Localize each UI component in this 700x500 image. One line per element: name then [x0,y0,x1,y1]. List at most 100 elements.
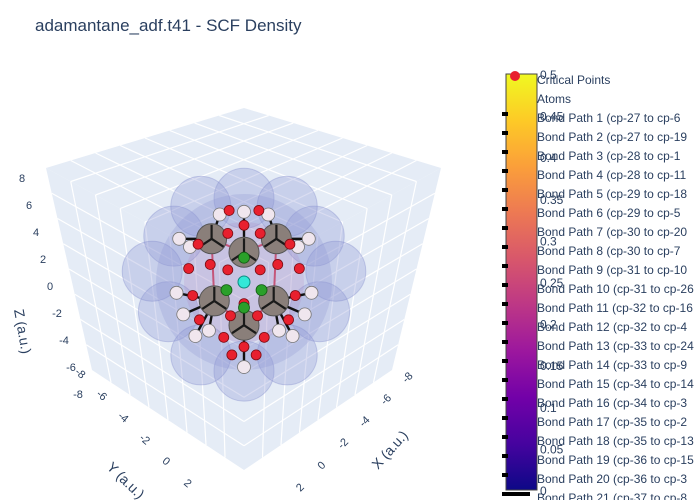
legend-item-label[interactable]: Bond Path 12 (cp-32 to cp-4 [537,320,687,334]
colorbar-ticks: 0.5 0.45 0.4 0.35 0.3 0.25 0.2 0.15 0.1 0.05 0 [540,68,564,498]
legend-marker-bond-path [502,245,508,249]
bond-critical-point [226,349,238,361]
bond-critical-point [192,238,204,250]
legend-item-label[interactable]: Bond Path 4 (cp-28 to cp-11 [537,168,687,182]
bond-critical-point [272,259,284,270]
legend-item-label[interactable]: Bond Path 1 (cp-27 to cp-6 [537,111,681,125]
carbon-bond-stub [231,324,245,335]
legend-item-label[interactable]: Bond Path 11 (cp-32 to cp-16 [537,301,693,315]
legend-item-label[interactable]: Bond Path 15 (cp-34 to cp-14 [537,377,694,391]
hydrogen-atom [188,329,203,343]
ring-critical-point [255,284,268,297]
legend-item-label[interactable]: Bond Path 6 (cp-29 to cp-5 [537,206,681,220]
bond-critical-point [289,290,301,301]
hydrogen-atom [172,231,187,246]
bond-critical-point [238,219,250,231]
z-tick-label: -6 [66,362,76,374]
left-grid-line [85,344,245,447]
floor-grid-line [95,122,294,196]
legend-item-label[interactable]: Bond Path 16 (cp-34 to cp-3 [537,396,687,410]
chart-title: adamantane_adf.t41 - SCF Density [35,16,302,35]
legend-item-label[interactable]: Atoms [537,92,571,106]
hydrogen-atom [304,285,319,300]
colorbar-tick-label: 0.45 [540,110,564,124]
left-grid-line [68,268,245,374]
legend-item-label[interactable]: Bond Path 3 (cp-28 to cp-1 [537,149,681,163]
colorbar-gradient [505,73,538,491]
right-wall-panel [244,168,441,470]
legend-marker-bond-path [502,283,508,287]
ring-critical-point [220,284,233,297]
isosurface-lobe [289,281,351,343]
isosurface-lobe [137,281,199,343]
isosurface-lobe [305,240,367,302]
legend-item-label[interactable]: Bond Path 21 (cp-37 to cp-8 [537,491,687,500]
legend-marker-bond-path [502,131,508,135]
legend-item-label[interactable]: Bond Path 13 (cp-33 to cp-24 [537,339,694,353]
legend-item-label[interactable]: Bond Path 5 (cp-29 to cp-18 [537,187,687,201]
legend-marker-bond-path [502,378,508,382]
bond-critical-point [225,310,236,322]
legend-marker-critical-points [510,71,520,81]
z-tick-label: 4 [33,227,39,239]
legend[interactable]: Critical Points Atoms Bond Path 1 (cp-27 t… [502,71,694,500]
floor-grid-line [144,137,343,223]
legend-item-label[interactable]: Bond Path 19 (cp-36 to cp-15 [537,453,694,467]
colorbar-tick-label: 0.3 [540,234,557,248]
bond-critical-point [252,310,263,322]
legend-item-label[interactable]: Bond Path 9 (cp-31 to cp-10 [537,263,687,277]
right-grid-line [243,318,405,423]
right-grid-line [243,344,399,447]
legend-marker-bond-path [502,397,508,401]
left-grid-line [51,192,245,301]
carbon-bond-stub [210,237,225,248]
hydrogen-atom [176,307,191,322]
hydrogen-atom [285,329,300,343]
floor-grid-line [169,144,368,237]
bond-critical-point [223,205,235,216]
hydrogen-atom [169,285,184,300]
right-grid-line [243,268,417,374]
isosurface-lobe [121,240,183,302]
legend-item-label[interactable]: Bond Path 20 (cp-36 to cp-3 [537,472,687,486]
legend-item-label[interactable]: Bond Path 10 (cp-31 to cp-26 [537,282,694,296]
colorbar-tick-label: 0.35 [540,193,564,207]
colorbar-tick-label: 0.25 [540,276,564,290]
legend-item-label[interactable]: Bond Path 17 (cp-35 to cp-2 [537,415,687,429]
legend-marker-bond-path [502,473,508,477]
z-tick-label: -2 [52,308,62,320]
floor-panel [46,108,441,276]
z-tick-label: -8 [73,389,83,401]
legend-item-label[interactable]: Bond Path 2 (cp-27 to cp-19 [537,130,687,144]
floor-grid-line [120,129,319,210]
hydrogen-atom [237,204,251,219]
colorbar-tick-label: 0.15 [540,359,564,373]
colorbar-tick-label: 0.5 [540,68,557,82]
left-grid-line [74,293,245,398]
left-grid-line [80,318,245,423]
carbon-bond-stub [261,299,275,310]
carbon-bond-stub [243,324,257,335]
legend-item-label[interactable]: Bond Path 7 (cp-30 to cp-20 [537,225,687,239]
z-tick-label: 8 [19,173,25,185]
legend-item-label[interactable]: Bond Path 8 (cp-30 to cp-7 [537,244,681,258]
carbon-bond-stub [263,237,278,248]
cage-critical-point [237,275,251,289]
bond-critical-point [238,341,250,353]
bond-critical-point [222,264,234,276]
hydrogen-atom [272,323,287,338]
legend-item-label[interactable]: Bond Path 14 (cp-33 to cp-9 [537,358,687,372]
legend-item-label[interactable]: Critical Points [537,73,610,87]
bond-critical-point [284,238,296,250]
legend-item-label[interactable]: Bond Path 18 (cp-35 to cp-13 [537,434,694,448]
floor-grid-line [70,114,269,183]
right-grid-line [243,293,411,398]
bond-critical-point [194,314,205,326]
legend-marker-bond-path [502,321,508,325]
legend-marker-bond-path [502,264,508,268]
colorbar-tick-label: 0.4 [540,151,557,165]
colorbar-tick-label: 0.05 [540,442,564,456]
bond-critical-point [283,314,294,326]
bond-critical-point [253,205,265,216]
